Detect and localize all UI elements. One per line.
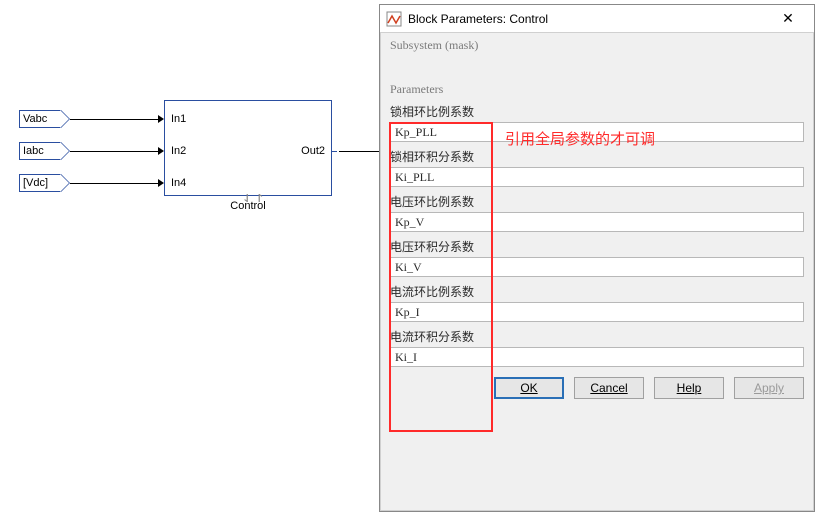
param-input[interactable]	[390, 257, 804, 277]
button-label: Apply	[754, 381, 784, 395]
button-label: OK	[520, 381, 537, 395]
param-label: 锁相环积分系数	[390, 148, 804, 165]
from-tag[interactable]: Iabc	[19, 142, 61, 160]
param-input[interactable]	[390, 302, 804, 322]
dialog-body: Subsystem (mask) Parameters 锁相环比例系数锁相环积分…	[380, 33, 814, 367]
inport-label: In2	[171, 145, 186, 157]
simulink-canvas: Vabc Iabc [Vdc] In1 In2 In4 Out2 Control…	[0, 0, 826, 516]
param-row: 锁相环积分系数	[390, 148, 804, 187]
dialog-titlebar[interactable]: Block Parameters: Control ✕	[380, 5, 814, 33]
button-label: Help	[677, 381, 702, 395]
inport-label: In4	[171, 177, 186, 189]
close-button[interactable]: ✕	[768, 10, 808, 27]
dialog-button-row: OK Cancel Help Apply	[380, 367, 814, 411]
param-label: 电流环比例系数	[390, 283, 804, 300]
from-tag[interactable]: Vabc	[19, 110, 61, 128]
group-label: Parameters	[390, 82, 447, 97]
signal-wire	[70, 183, 162, 184]
apply-button: Apply	[734, 377, 804, 399]
button-label: Cancel	[590, 381, 627, 395]
param-label: 电压环积分系数	[390, 238, 804, 255]
tag-label: Vabc	[23, 113, 47, 125]
tag-label: Iabc	[23, 145, 44, 157]
param-row: 电压环积分系数	[390, 238, 804, 277]
block-parameters-dialog: Block Parameters: Control ✕ Subsystem (m…	[379, 4, 815, 512]
param-input[interactable]	[390, 347, 804, 367]
cancel-button[interactable]: Cancel	[574, 377, 644, 399]
group-header: Parameters	[390, 83, 804, 97]
param-input[interactable]	[390, 212, 804, 232]
subsystem-block[interactable]: In1 In2 In4 Out2	[164, 100, 332, 196]
expand-icon: ⇃↾	[241, 192, 265, 205]
group-header: Subsystem (mask)	[390, 39, 804, 53]
inport-label: In1	[171, 113, 186, 125]
tag-label: [Vdc]	[23, 177, 48, 189]
param-row: 电流环积分系数	[390, 328, 804, 367]
help-button[interactable]: Help	[654, 377, 724, 399]
ok-button[interactable]: OK	[494, 377, 564, 399]
param-label: 电压环比例系数	[390, 193, 804, 210]
param-label: 锁相环比例系数	[390, 103, 804, 120]
signal-wire	[70, 151, 162, 152]
annotation-text: 引用全局参数的才可调	[505, 128, 655, 149]
app-icon	[386, 11, 402, 27]
dialog-title: Block Parameters: Control	[408, 12, 768, 26]
from-tag[interactable]: [Vdc]	[19, 174, 61, 192]
param-label: 电流环积分系数	[390, 328, 804, 345]
param-row: 电压环比例系数	[390, 193, 804, 232]
signal-wire	[70, 119, 162, 120]
param-input[interactable]	[390, 167, 804, 187]
group-label: Subsystem (mask)	[390, 38, 482, 53]
signal-wire	[339, 151, 379, 152]
port-tick	[331, 151, 337, 152]
outport-label: Out2	[301, 145, 325, 157]
param-row: 电流环比例系数	[390, 283, 804, 322]
